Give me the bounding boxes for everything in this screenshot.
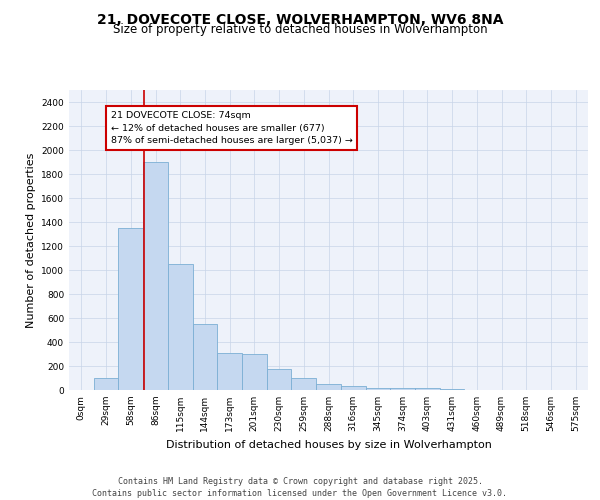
Text: 21, DOVECOTE CLOSE, WOLVERHAMPTON, WV6 8NA: 21, DOVECOTE CLOSE, WOLVERHAMPTON, WV6 8…: [97, 12, 503, 26]
Bar: [316, 384, 341, 390]
Bar: [415, 388, 440, 390]
Text: Contains HM Land Registry data © Crown copyright and database right 2025.
Contai: Contains HM Land Registry data © Crown c…: [92, 476, 508, 498]
Bar: [292, 378, 316, 390]
Bar: [440, 389, 464, 390]
Bar: [217, 353, 242, 390]
Bar: [242, 354, 267, 390]
Bar: [94, 378, 118, 390]
Bar: [193, 324, 217, 390]
Bar: [365, 388, 390, 390]
Text: Size of property relative to detached houses in Wolverhampton: Size of property relative to detached ho…: [113, 24, 487, 36]
Bar: [168, 264, 193, 390]
X-axis label: Distribution of detached houses by size in Wolverhampton: Distribution of detached houses by size …: [166, 440, 491, 450]
Bar: [143, 162, 168, 390]
Bar: [267, 369, 292, 390]
Bar: [118, 228, 143, 390]
Bar: [341, 386, 365, 390]
Bar: [390, 388, 415, 390]
Y-axis label: Number of detached properties: Number of detached properties: [26, 152, 35, 328]
Text: 21 DOVECOTE CLOSE: 74sqm
← 12% of detached houses are smaller (677)
87% of semi-: 21 DOVECOTE CLOSE: 74sqm ← 12% of detach…: [110, 111, 352, 145]
